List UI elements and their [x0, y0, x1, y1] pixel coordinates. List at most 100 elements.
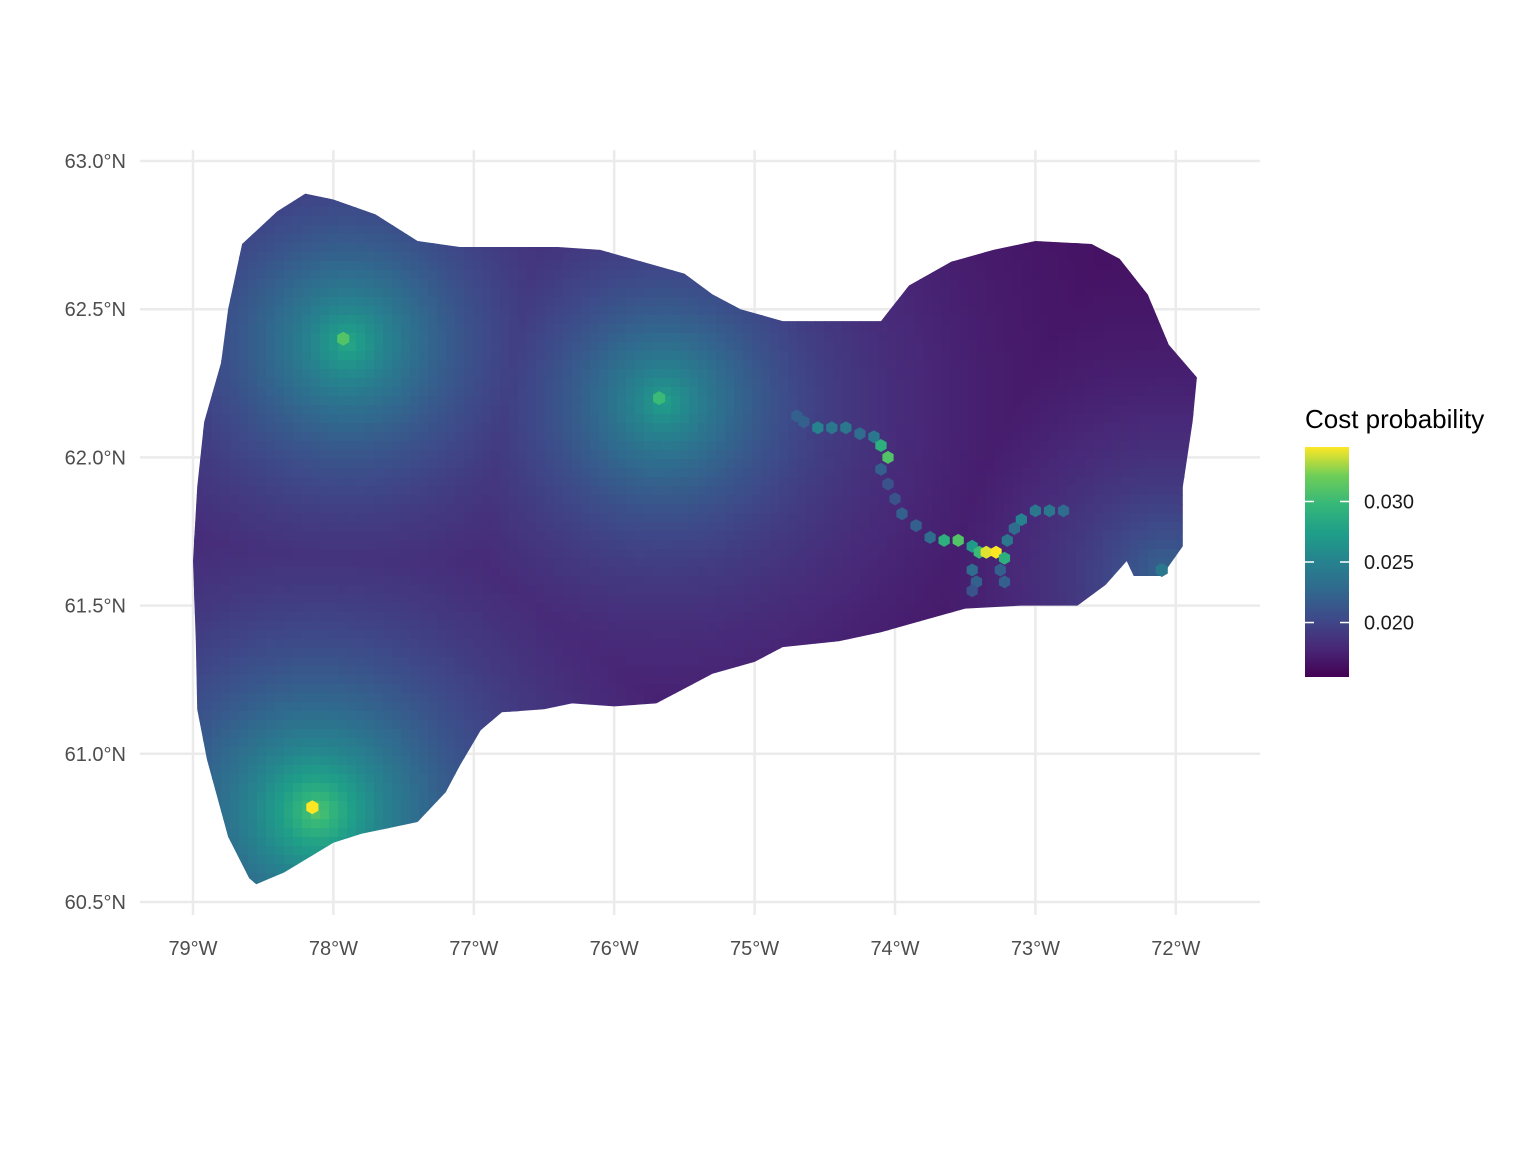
surface-cell	[320, 477, 330, 487]
surface-cell	[1148, 540, 1158, 550]
surface-cell	[986, 297, 996, 307]
surface-cell	[1202, 279, 1212, 289]
surface-cell	[239, 567, 249, 577]
surface-cell	[1211, 225, 1221, 235]
surface-cell	[671, 459, 681, 469]
surface-cell	[1103, 396, 1113, 406]
surface-cell	[572, 531, 582, 541]
surface-cell	[455, 549, 465, 559]
surface-cell	[1004, 513, 1014, 523]
surface-cell	[275, 351, 285, 361]
surface-cell	[1121, 513, 1131, 523]
surface-cell	[815, 513, 825, 523]
surface-cell	[1094, 414, 1104, 424]
surface-cell	[779, 207, 789, 217]
surface-cell	[383, 297, 393, 307]
surface-cell	[1058, 216, 1068, 226]
surface-cell	[707, 252, 717, 262]
surface-cell	[914, 558, 924, 568]
surface-cell	[986, 193, 996, 199]
surface-cell	[482, 207, 492, 217]
surface-cell	[356, 306, 366, 316]
surface-cell	[1211, 351, 1221, 361]
surface-cell	[284, 414, 294, 424]
surface-cell	[896, 279, 906, 289]
surface-cell	[977, 243, 987, 253]
surface-cell	[1112, 513, 1122, 523]
surface-cell	[410, 342, 420, 352]
surface-cell	[698, 396, 708, 406]
surface-cell	[761, 216, 771, 226]
surface-cell	[1040, 414, 1050, 424]
surface-cell	[743, 180, 753, 190]
surface-cell	[401, 180, 411, 190]
surface-cell	[797, 423, 807, 433]
surface-cell	[194, 378, 204, 388]
surface-cell	[644, 387, 654, 397]
surface-cell	[869, 387, 879, 397]
surface-cell	[248, 342, 258, 352]
surface-cell	[734, 486, 744, 496]
surface-cell	[419, 513, 429, 523]
surface-cell	[554, 198, 564, 208]
surface-cell	[725, 504, 735, 514]
surface-cell	[950, 279, 960, 289]
surface-cell	[1112, 216, 1122, 226]
surface-cell	[311, 513, 321, 523]
surface-cell	[932, 405, 942, 415]
surface-cell	[257, 198, 267, 208]
surface-cell	[212, 477, 222, 487]
surface-cell	[500, 315, 510, 325]
surface-cell	[824, 180, 834, 190]
surface-cell	[1076, 243, 1086, 253]
surface-cell	[356, 513, 366, 523]
surface-cell	[1058, 396, 1068, 406]
surface-cell	[770, 270, 780, 280]
surface-cell	[455, 477, 465, 487]
surface-cell	[734, 351, 744, 361]
surface-cell	[1013, 387, 1023, 397]
surface-cell	[734, 522, 744, 532]
surface-cell	[824, 513, 834, 523]
surface-cell	[392, 486, 402, 496]
surface-cell	[941, 342, 951, 352]
surface-cell	[536, 387, 546, 397]
surface-cell	[662, 306, 672, 316]
surface-cell	[392, 387, 402, 397]
surface-cell	[896, 270, 906, 280]
surface-cell	[239, 405, 249, 415]
surface-cell	[977, 450, 987, 460]
surface-cell	[743, 198, 753, 208]
surface-cell	[1094, 333, 1104, 343]
surface-cell	[725, 450, 735, 460]
surface-cell	[455, 522, 465, 532]
surface-cell	[401, 441, 411, 451]
surface-cell	[464, 396, 474, 406]
surface-cell	[905, 351, 915, 361]
surface-cell	[599, 270, 609, 280]
surface-cell	[1211, 468, 1221, 478]
surface-cell	[293, 198, 303, 208]
surface-cell	[959, 270, 969, 280]
surface-cell	[779, 193, 789, 199]
surface-cell	[707, 441, 717, 451]
surface-cell	[1085, 324, 1095, 334]
surface-cell	[1085, 423, 1095, 433]
surface-cell	[455, 369, 465, 379]
surface-cell	[1121, 324, 1131, 334]
surface-cell	[284, 333, 294, 343]
surface-cell	[1202, 513, 1212, 523]
surface-cell	[716, 351, 726, 361]
surface-cell	[320, 225, 330, 235]
surface-cell	[1130, 225, 1140, 235]
surface-cell	[203, 468, 213, 478]
surface-cell	[689, 495, 699, 505]
surface-cell	[851, 522, 861, 532]
surface-cell	[680, 531, 690, 541]
surface-cell	[410, 450, 420, 460]
surface-cell	[590, 387, 600, 397]
surface-cell	[662, 504, 672, 514]
surface-cell	[446, 477, 456, 487]
surface-cell	[1031, 450, 1041, 460]
surface-cell	[842, 333, 852, 343]
